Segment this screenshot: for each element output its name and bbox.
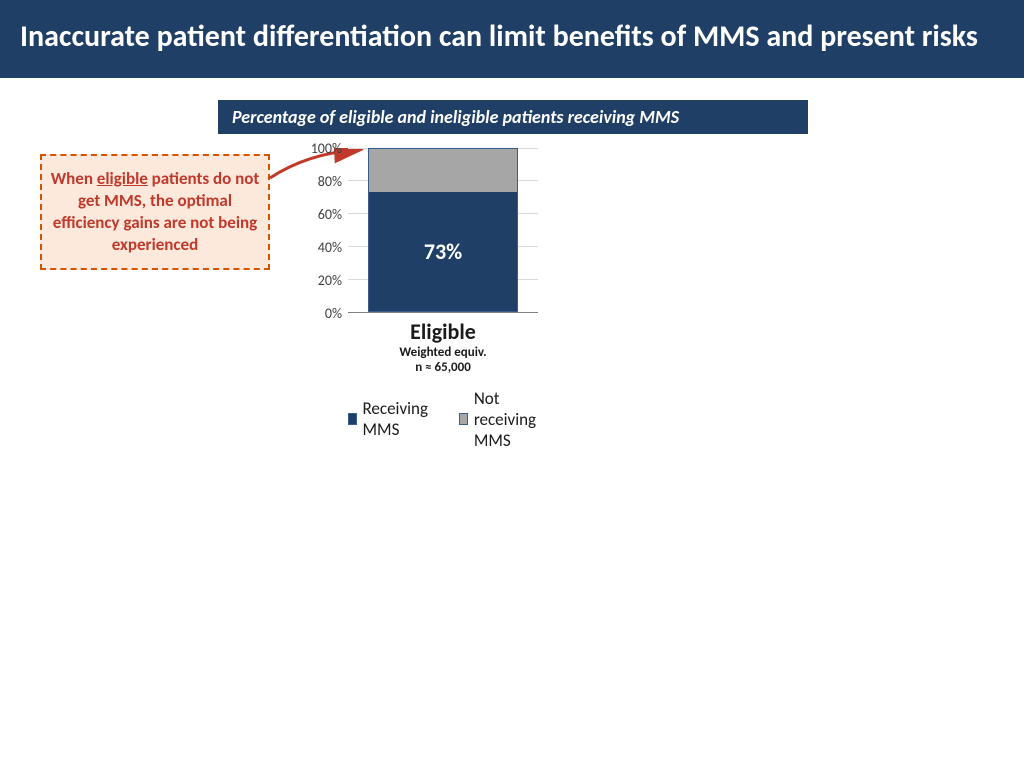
category-label: Eligible	[348, 318, 538, 345]
ytick: 20%	[298, 264, 348, 297]
bar-chart: 100% 80% 60% 40% 20% 0% 73%	[298, 148, 558, 451]
callout-pre: When	[51, 168, 97, 189]
ytick: 0%	[298, 297, 348, 330]
category-sub1: Weighted equiv.	[348, 345, 538, 361]
slide-title: Inaccurate patient differentiation can l…	[20, 18, 1004, 56]
legend-item-receiving: Receiving MMS	[348, 398, 431, 440]
callout-underlined: eligible	[97, 168, 148, 189]
ytick: 80%	[298, 165, 348, 198]
ytick: 40%	[298, 231, 348, 264]
swatch-not-receiving	[459, 413, 467, 425]
ytick: 100%	[298, 140, 348, 141]
bar-not-receiving	[369, 149, 517, 193]
bar-label: 73%	[424, 238, 462, 265]
plot-area: 73%	[348, 148, 538, 313]
bar-receiving: 73%	[369, 192, 517, 310]
category-sub2: n ≈ 65,000	[348, 360, 538, 376]
callout-box: When eligible patients do not get MMS, t…	[40, 154, 270, 270]
legend-item-not-receiving: Not receiving MMS	[459, 388, 558, 451]
swatch-receiving	[348, 413, 357, 425]
x-axis: Eligible Weighted equiv. n ≈ 65,000	[348, 318, 538, 376]
ytick: 60%	[298, 198, 348, 231]
legend-label: Receiving MMS	[363, 398, 432, 440]
legend-label: Not receiving MMS	[474, 388, 558, 451]
y-axis: 100% 80% 60% 40% 20% 0%	[298, 148, 348, 314]
bar-stack: 73%	[368, 148, 518, 312]
legend: Receiving MMS Not receiving MMS	[348, 388, 558, 451]
slide-header: Inaccurate patient differentiation can l…	[0, 0, 1024, 78]
chart-subtitle: Percentage of eligible and ineligible pa…	[218, 100, 808, 134]
